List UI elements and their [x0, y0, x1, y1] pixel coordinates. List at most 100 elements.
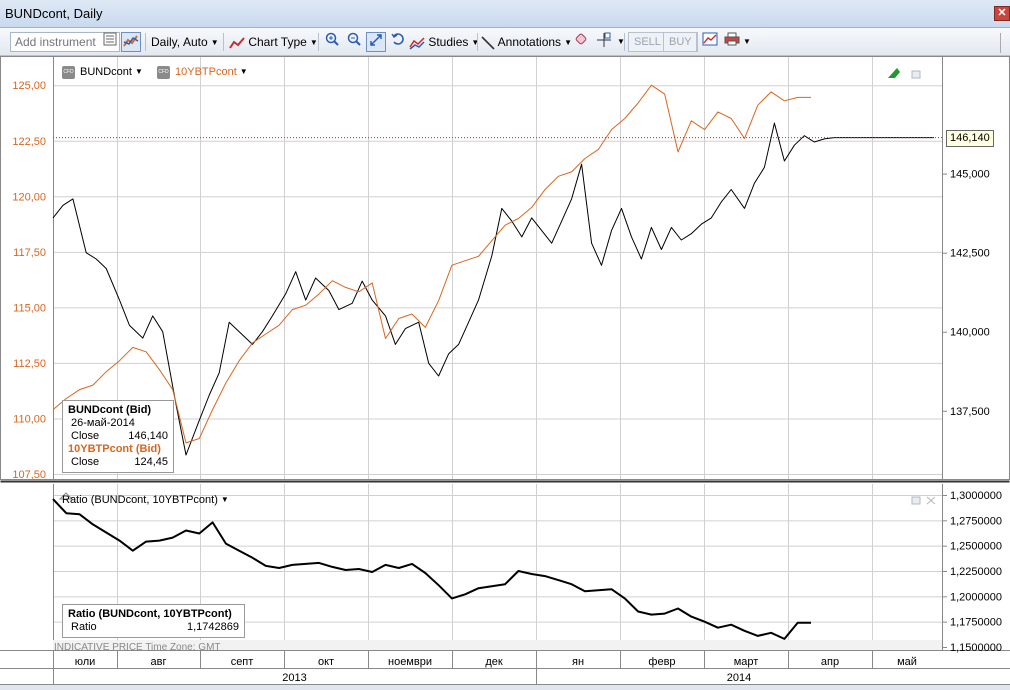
left-tick-label: 115,00: [13, 302, 46, 314]
zoom-out-icon[interactable]: [344, 32, 364, 52]
right-tick-label: 140,000: [950, 327, 990, 339]
autoscale-icon[interactable]: [366, 32, 386, 52]
print-icon[interactable]: [722, 32, 742, 52]
period-label: Daily,: [151, 35, 181, 49]
crosshair-icon[interactable]: [594, 32, 614, 52]
ratio-legend: Ratio (BUNDcont, 10YBTPcont) Ratio 1,1742…: [62, 604, 245, 638]
annotations-dropdown[interactable]: Annotations ▼: [481, 32, 572, 52]
chart-area: 125,00 122,50 120,00 117,50 115,00 112,50 110,…: [0, 56, 1010, 690]
right-axis: 145,000 142,500 140,000 137,500: [942, 169, 990, 418]
series-lines: [52, 84, 934, 640]
close-button[interactable]: ✕: [994, 6, 1010, 21]
chevron-down-icon: ▼: [564, 37, 572, 47]
legend-date: 26-май-2014: [71, 417, 135, 429]
month-tick-label: септ: [231, 656, 254, 668]
ratio-tick-label: 1,2750000: [950, 515, 1002, 527]
calculator-icon[interactable]: [100, 32, 120, 52]
left-tick-label: 107,50: [12, 469, 46, 481]
ratio-panel-title[interactable]: Ratio (BUNDcont, 10YBTPcont) ▼: [62, 493, 229, 507]
eraser-icon[interactable]: [571, 32, 591, 52]
panel-frames: [0, 56, 1010, 690]
ratio-panel-minimize-icon: [911, 496, 921, 505]
legend-btp-title: 10YBTPcont (Bid): [68, 443, 161, 455]
left-tick-label: 120,00: [12, 191, 46, 203]
chart-settings-icon[interactable]: [700, 32, 720, 52]
series-line-10ybtpcont: [52, 84, 811, 444]
legend-btp-close-value: 124,45: [134, 456, 168, 468]
studies-dropdown[interactable]: Studies ▼: [409, 32, 479, 52]
bottom-strip: [0, 685, 1010, 690]
line-chart-icon: [229, 37, 245, 49]
cfd-icon: CFD: [157, 65, 170, 79]
month-tick-label: окт: [318, 656, 334, 668]
ratio-legend-row: Ratio 1,1742869: [68, 621, 239, 634]
legend-bund-close-value: 146,140: [128, 430, 168, 442]
legend-bund-close-row: Close 146,140: [68, 430, 168, 443]
legend-close-label: Close: [71, 456, 100, 468]
chevron-down-icon: ▼: [239, 67, 248, 77]
sell-button[interactable]: SELL: [628, 32, 667, 52]
series-chip-btp[interactable]: CFD 10YBTPcont ▼: [157, 65, 248, 79]
chevron-down-icon: ▼: [220, 495, 229, 505]
ratio-panel-close-icon: [926, 496, 936, 505]
add-instrument-input[interactable]: [10, 32, 120, 52]
month-tick-label: ян: [572, 656, 584, 668]
studies-icon: [409, 37, 425, 50]
left-tick-label: 117,50: [13, 247, 46, 259]
month-tick-label: февр: [648, 656, 675, 668]
toolbar: Daily, Auto▼ Chart Type▼ Studies▼ Annota…: [0, 28, 1010, 56]
series-chip-label: 10YBTPcont: [175, 66, 237, 78]
chevron-down-icon: ▼: [471, 37, 480, 47]
chart-type-label: Chart Type: [248, 35, 307, 49]
ratio-axis: 1,3000000 1,2750000 1,2500000 1,2250000 1,20…: [942, 490, 1002, 654]
ratio-tick-label: 1,2250000: [950, 566, 1002, 578]
right-tick-label: 145,000: [950, 169, 990, 181]
ratio-legend-value: 1,1742869: [187, 621, 239, 633]
year-axis: 2013 2014: [53, 668, 751, 684]
main-legend: BUNDcont (Bid) 26-май-2014 Close 146,140 …: [62, 400, 174, 473]
left-tick-label: 112,50: [13, 358, 46, 370]
month-tick-label: авг: [151, 656, 167, 668]
year-tick-label: 2013: [282, 672, 306, 684]
chevron-down-icon: ▼: [210, 37, 219, 47]
annotations-label: Annotations: [497, 35, 562, 49]
left-tick-label: 125,00: [12, 80, 46, 92]
indicative-price-footer: INDICATIVE PRICE Time Zone: GMT: [54, 642, 221, 653]
month-axis: юли авг септ окт ноември дек ян февр март апр май: [53, 650, 917, 668]
crosshair-dropdown[interactable]: ▼: [617, 37, 625, 46]
scroll-up-icon: [58, 492, 74, 500]
period-selector[interactable]: Daily,: [151, 32, 180, 52]
flag-icon: [888, 68, 900, 78]
legend-btp-close-row: Close 124,45: [68, 456, 168, 469]
compare-icon[interactable]: [121, 32, 141, 52]
series-line-bundcont: [52, 122, 934, 456]
reset-icon[interactable]: [388, 32, 408, 52]
ratio-legend-label: Ratio: [71, 621, 97, 633]
ratio-legend-title: Ratio (BUNDcont, 10YBTPcont): [68, 608, 232, 620]
title-bar: BUNDcont, Daily ✕: [0, 0, 1010, 28]
panel-resize-handle[interactable]: [1000, 33, 1008, 53]
series-chip-bund[interactable]: CFD BUNDcont ▼: [62, 65, 143, 79]
left-axis: 125,00 122,50 120,00 117,50 115,00 112,50 110,…: [12, 80, 46, 481]
scale-dropdown[interactable]: Auto ▼: [183, 32, 219, 52]
series-line-ratio: [52, 498, 811, 640]
month-tick-label: ноември: [388, 656, 432, 668]
chart-svg: 125,00 122,50 120,00 117,50 115,00 112,50 110,…: [0, 56, 1010, 690]
month-tick-label: март: [734, 656, 759, 668]
ratio-tick-label: 1,3000000: [950, 490, 1002, 502]
right-tick-label: 142,500: [950, 248, 990, 260]
month-tick-label: юли: [75, 656, 96, 668]
right-tick-label: 137,500: [950, 406, 990, 418]
panel-minimize-icon: [911, 70, 921, 79]
last-price-tag: 146,140: [946, 129, 994, 147]
chart-type-dropdown[interactable]: Chart Type ▼: [229, 32, 318, 52]
buy-button[interactable]: BUY: [663, 32, 698, 52]
left-tick-label: 122,50: [12, 136, 46, 148]
ratio-tick-label: 1,2500000: [950, 541, 1002, 553]
ratio-tick-label: 1,2000000: [950, 591, 1002, 603]
month-tick-label: дек: [485, 656, 503, 668]
print-dropdown[interactable]: ▼: [743, 37, 751, 46]
zoom-in-icon[interactable]: [322, 32, 342, 52]
scale-label: Auto: [183, 35, 208, 49]
ratio-tick-label: 1,1500000: [950, 642, 1002, 654]
